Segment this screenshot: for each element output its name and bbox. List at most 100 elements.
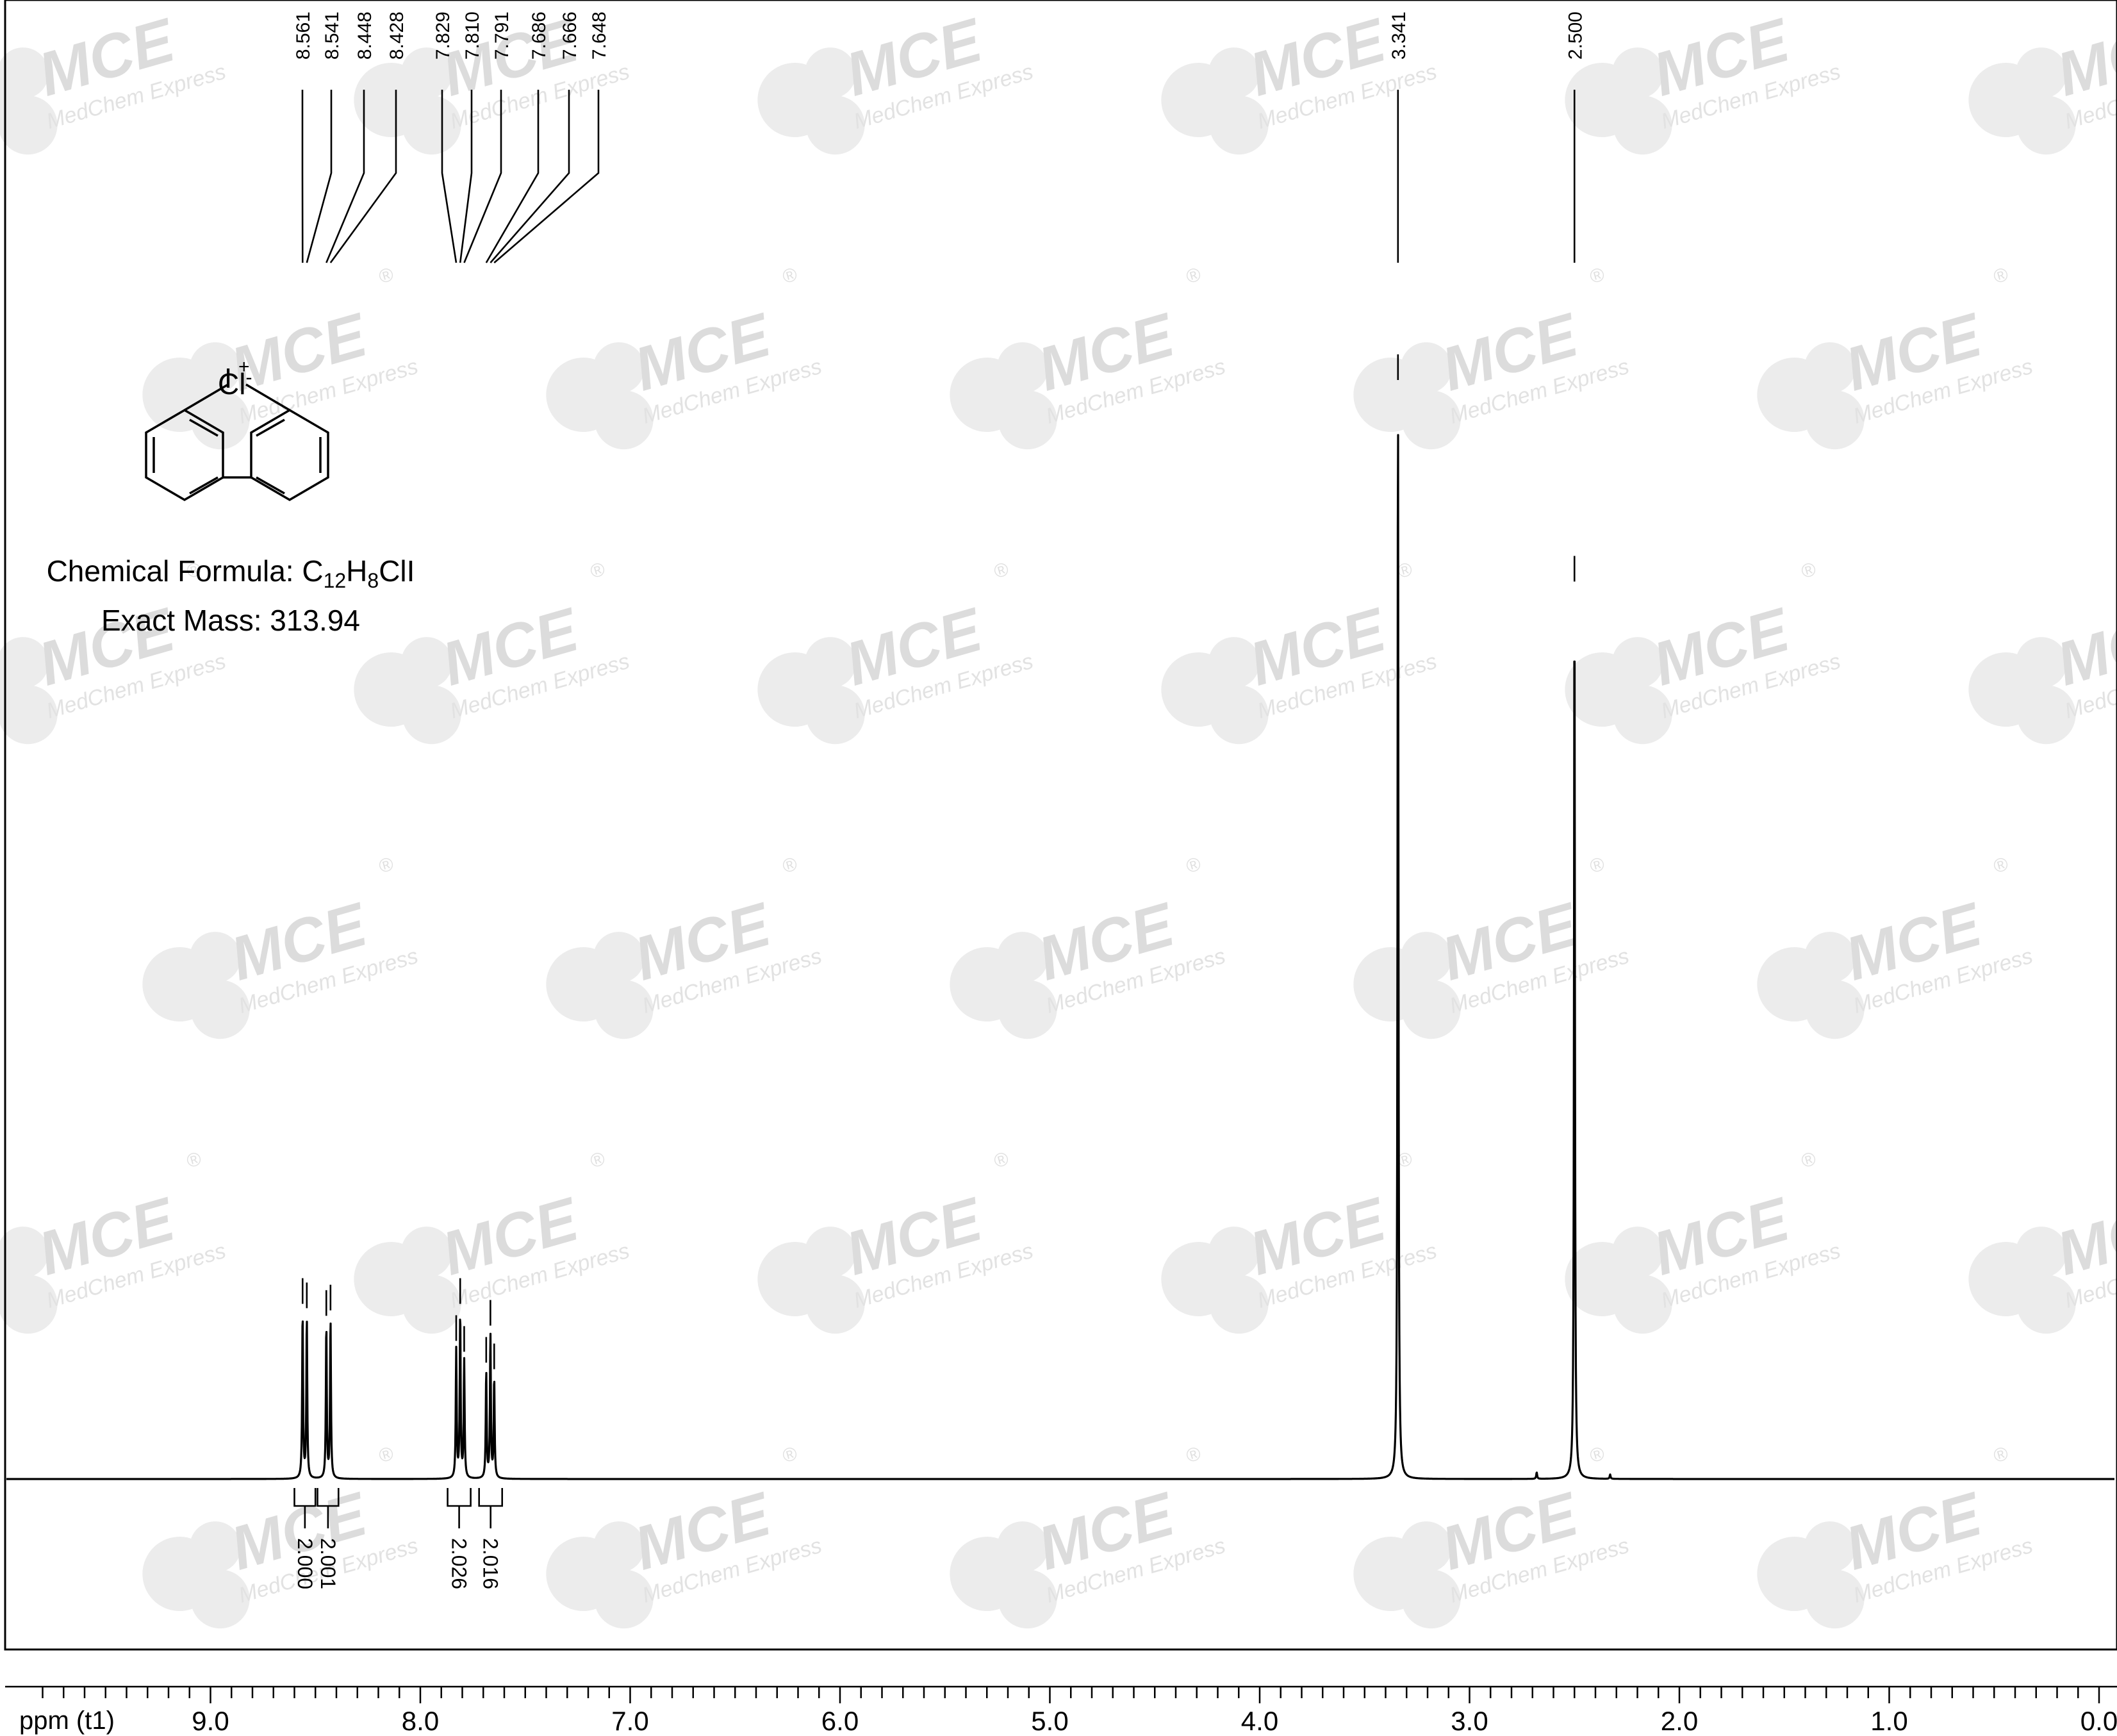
x-tick-label: 2.0 <box>1661 1706 1698 1736</box>
integral-value: 2.001 <box>317 1538 340 1589</box>
plot-frame <box>4 0 2117 1651</box>
x-tick-label: 6.0 <box>821 1706 859 1736</box>
watermark-registered: ® <box>992 559 1011 583</box>
integral-value: 2.000 <box>293 1538 317 1589</box>
watermark-logo: MCE <box>2050 1184 2117 1288</box>
peak-leader-line <box>325 90 365 263</box>
watermark-registered: ® <box>377 1443 396 1467</box>
peak-label-text: 7.686 <box>529 12 550 60</box>
peak-label-text: 8.541 <box>322 12 343 60</box>
watermark-registered: ® <box>185 1148 204 1173</box>
exact-mass: Exact Mass: 313.94 <box>101 604 360 638</box>
x-tick-label: 3.0 <box>1451 1706 1488 1736</box>
integral-bar <box>478 1488 504 1507</box>
x-tick-label: 0.0 <box>2080 1706 2117 1736</box>
peak-label: 7.829 <box>432 12 457 263</box>
peak-label-layer: 8.561 8.541 8.448 8.428 7.829 7.810 7.791 7.686… <box>293 12 1586 263</box>
peak-label-text: 8.448 <box>354 12 375 60</box>
peak-label: 7.810 <box>459 12 483 263</box>
peak-leader-line <box>329 90 397 263</box>
integral-bracket: 2.026 <box>447 1488 472 1589</box>
peak-label-text: 7.810 <box>462 12 483 60</box>
counter-ion: Cl- <box>218 367 252 401</box>
peak-label: 7.791 <box>463 12 513 263</box>
watermark-logo: MCE <box>2050 5 2117 109</box>
x-axis-title: ppm (t1) <box>19 1707 115 1735</box>
trace-layer <box>5 354 2116 1480</box>
watermark-registered: ® <box>377 264 396 288</box>
watermark-registered: ® <box>1588 854 1607 878</box>
chemical-formula: Chemical Formula: C12H8ClI <box>46 554 415 593</box>
integral-bracket: 2.016 <box>478 1488 504 1589</box>
peak-label: 8.541 <box>306 12 343 263</box>
peak-label: 8.561 <box>293 12 314 263</box>
watermark-registered: ® <box>780 1443 800 1467</box>
spectrum-trace <box>5 434 2116 1480</box>
peak-label: 8.448 <box>325 12 375 263</box>
peak-leader-line <box>493 90 600 263</box>
peak-label: 7.666 <box>490 12 581 263</box>
x-tick-label: 5.0 <box>1031 1706 1068 1736</box>
watermark-registered: ® <box>1588 264 1607 288</box>
integral-bracket: 2.000 <box>293 1488 317 1589</box>
watermark-registered: ® <box>1799 1148 1818 1173</box>
watermark-registered: ® <box>1184 854 1203 878</box>
x-tick-label: 9.0 <box>192 1706 229 1736</box>
peak-label-text: 8.428 <box>386 12 408 60</box>
peak-label: 2.500 <box>1565 12 1586 263</box>
peak-label-text: 7.666 <box>559 12 581 60</box>
peak-leader-line <box>485 90 540 263</box>
watermark-registered: ® <box>1184 1443 1203 1467</box>
molecule-structure: I + <box>145 359 329 502</box>
watermark-registered: ® <box>588 1148 607 1173</box>
integral-layer: 2.000 2.001 2.026 2.016 <box>293 1488 504 1589</box>
iodine-atom-label: I <box>224 363 232 394</box>
watermark-registered: ® <box>1184 264 1203 288</box>
peak-label: 3.341 <box>1388 12 1410 263</box>
counter-ion-charge: - <box>245 367 252 388</box>
watermark-registered: ® <box>1991 854 2011 878</box>
peak-label-text: 3.341 <box>1388 12 1410 60</box>
x-axis-ticks: 9.0 8.0 7.0 6.0 5.0 4.0 3.0 2.0 1.0 0.0 <box>42 1687 2117 1736</box>
integral-value: 2.026 <box>448 1538 471 1589</box>
watermark-registered: ® <box>780 854 800 878</box>
watermark-logo: MCE <box>2050 595 2117 699</box>
peak-label-text: 2.500 <box>1565 12 1586 60</box>
watermark-registered: ® <box>780 264 800 288</box>
x-tick-label: 8.0 <box>402 1706 439 1736</box>
watermark-registered: ® <box>1991 264 2011 288</box>
integral-value: 2.016 <box>479 1538 502 1589</box>
watermark-registered: ® <box>992 1148 1011 1173</box>
watermark-registered: ® <box>377 854 396 878</box>
integral-bracket: 2.001 <box>317 1488 340 1589</box>
watermark-registered: ® <box>1991 1443 2011 1467</box>
watermark-registered: ® <box>1799 559 1818 583</box>
peak-leader-line <box>463 90 502 263</box>
peak-label: 7.648 <box>493 12 610 263</box>
iodine-charge: + <box>238 359 250 377</box>
peak-label-text: 7.829 <box>432 12 454 60</box>
counter-ion-label: Cl <box>218 367 246 401</box>
